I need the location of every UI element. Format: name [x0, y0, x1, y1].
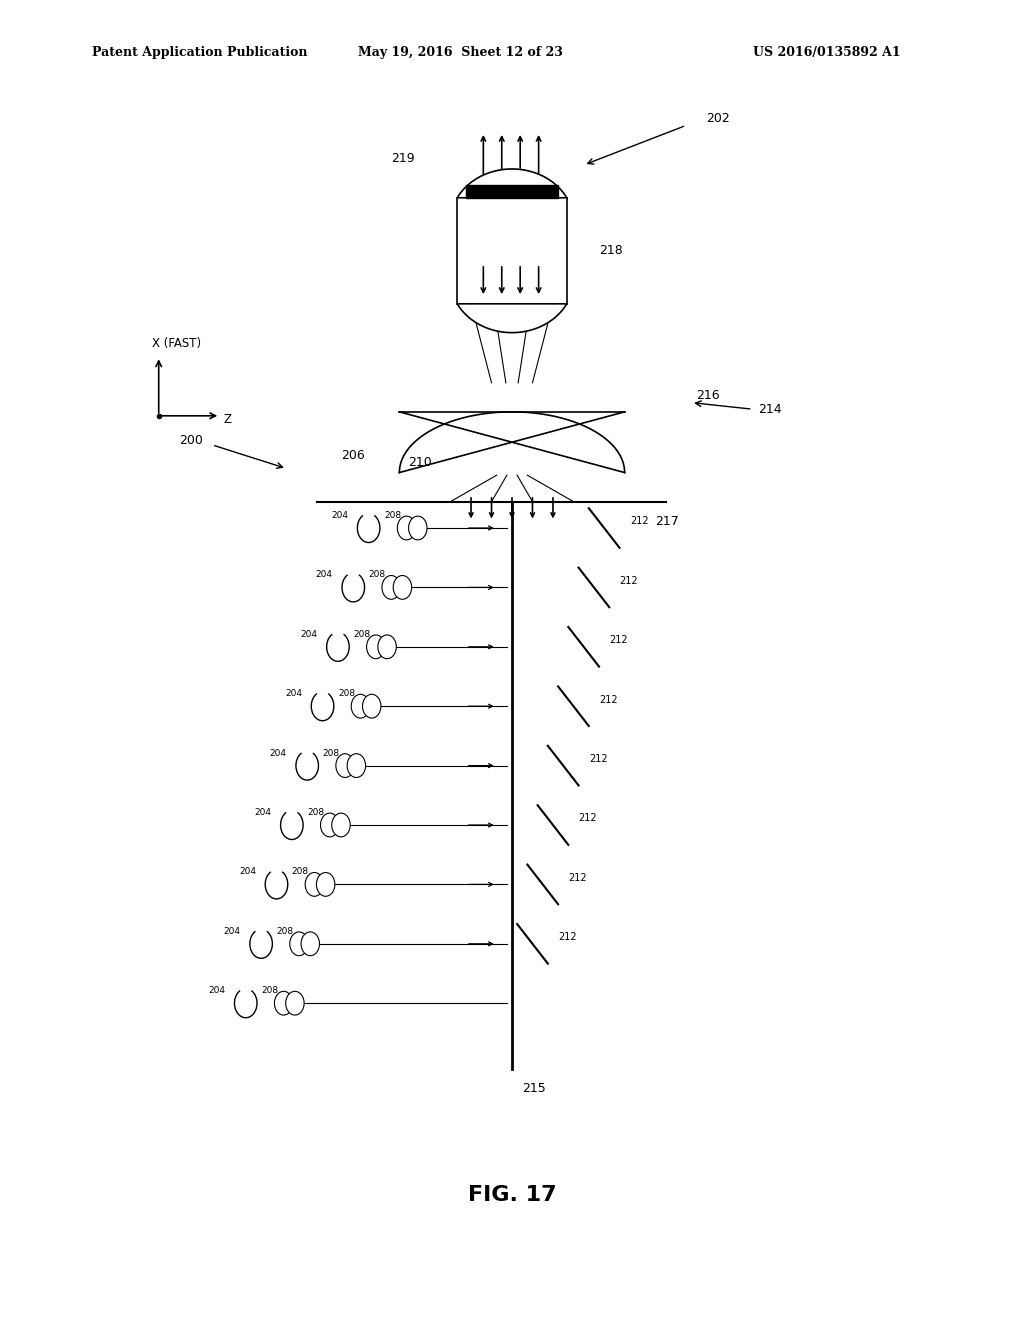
- Circle shape: [397, 516, 416, 540]
- Text: FIG. 17: FIG. 17: [468, 1184, 556, 1205]
- Text: 200: 200: [179, 434, 203, 447]
- Circle shape: [305, 873, 324, 896]
- Circle shape: [286, 991, 304, 1015]
- Text: 212: 212: [589, 754, 607, 764]
- Text: 208: 208: [369, 570, 386, 579]
- Text: 212: 212: [609, 635, 628, 645]
- Text: 208: 208: [307, 808, 325, 817]
- Text: 204: 204: [315, 570, 333, 579]
- Circle shape: [367, 635, 385, 659]
- Text: US 2016/0135892 A1: US 2016/0135892 A1: [754, 46, 901, 59]
- Text: 204: 204: [208, 986, 225, 995]
- Text: 218: 218: [599, 244, 623, 257]
- Text: 206: 206: [341, 449, 366, 462]
- Circle shape: [332, 813, 350, 837]
- Text: Patent Application Publication: Patent Application Publication: [92, 46, 307, 59]
- Text: 217: 217: [655, 515, 679, 528]
- Text: 204: 204: [254, 808, 271, 817]
- Text: 208: 208: [338, 689, 355, 698]
- Circle shape: [321, 813, 339, 837]
- Text: 208: 208: [384, 511, 401, 520]
- Circle shape: [409, 516, 427, 540]
- Text: May 19, 2016  Sheet 12 of 23: May 19, 2016 Sheet 12 of 23: [358, 46, 563, 59]
- Text: 210: 210: [408, 455, 432, 469]
- Text: 208: 208: [292, 867, 309, 876]
- Circle shape: [378, 635, 396, 659]
- Text: 219: 219: [391, 152, 415, 165]
- Text: 204: 204: [285, 689, 302, 698]
- Text: 212: 212: [599, 694, 617, 705]
- Polygon shape: [458, 169, 566, 333]
- Text: 212: 212: [558, 932, 577, 942]
- Circle shape: [336, 754, 354, 777]
- Circle shape: [382, 576, 400, 599]
- Text: 204: 204: [239, 867, 256, 876]
- Text: 208: 208: [323, 748, 340, 758]
- Circle shape: [351, 694, 370, 718]
- Text: 216: 216: [696, 389, 720, 403]
- Circle shape: [274, 991, 293, 1015]
- Text: 214: 214: [758, 403, 781, 416]
- Circle shape: [362, 694, 381, 718]
- Polygon shape: [399, 412, 625, 473]
- Text: 208: 208: [276, 927, 294, 936]
- Text: 204: 204: [269, 748, 287, 758]
- Text: 204: 204: [300, 630, 317, 639]
- Text: 215: 215: [522, 1082, 546, 1096]
- Bar: [466, 185, 558, 198]
- Text: 212: 212: [630, 516, 648, 527]
- Circle shape: [393, 576, 412, 599]
- Circle shape: [316, 873, 335, 896]
- Circle shape: [301, 932, 319, 956]
- Text: 208: 208: [261, 986, 279, 995]
- Text: 208: 208: [353, 630, 371, 639]
- Text: 204: 204: [331, 511, 348, 520]
- Text: 212: 212: [620, 576, 638, 586]
- Text: 202: 202: [707, 112, 730, 125]
- Text: X (FAST): X (FAST): [152, 337, 201, 350]
- Circle shape: [347, 754, 366, 777]
- Circle shape: [290, 932, 308, 956]
- Text: Z: Z: [223, 413, 231, 426]
- Text: 204: 204: [223, 927, 241, 936]
- Text: 212: 212: [579, 813, 597, 824]
- Text: 212: 212: [568, 873, 587, 883]
